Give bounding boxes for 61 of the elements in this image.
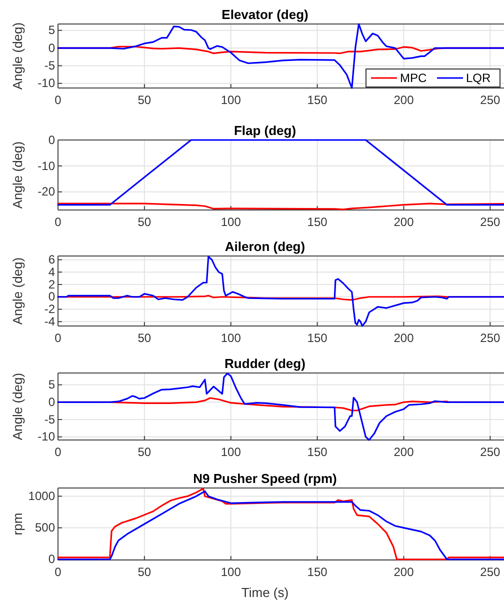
x-tick-label: 250 <box>480 215 501 230</box>
line-series <box>57 256 504 327</box>
y-tick-label: 0 <box>48 552 56 566</box>
y-tick-label: -10 <box>38 430 56 444</box>
x-tick-label: 200 <box>394 215 414 230</box>
chart-title: N9 Pusher Speed (rpm) <box>193 471 337 486</box>
y-tick-label: 0 <box>48 290 56 304</box>
y-axis-title: Angle (deg) <box>10 141 25 209</box>
x-tick-label: 100 <box>220 215 242 230</box>
x-tick-label: 150 <box>307 331 328 346</box>
x-axis-title: Time (s) <box>241 585 289 600</box>
x-tick-label: 250 <box>480 93 501 108</box>
x-tick-label: 200 <box>394 93 414 108</box>
x-tick-label: 200 <box>394 565 414 580</box>
x-tick-label: 250 <box>480 331 501 346</box>
x-tick-label: 50 <box>138 331 152 346</box>
x-tick-label: 200 <box>394 331 414 346</box>
y-tick-label: 4 <box>48 264 56 279</box>
x-tick-label: 50 <box>138 565 152 580</box>
line-series <box>57 23 504 89</box>
chart-title: Flap (deg) <box>234 123 296 138</box>
y-tick-label: 0 <box>48 40 56 55</box>
y-axis-title: Angle (deg) <box>10 22 25 90</box>
chart-title: Rudder (deg) <box>224 356 306 371</box>
y-axis-title: rpm <box>10 512 25 536</box>
y-tick-label: 1000 <box>28 489 56 504</box>
x-tick-label: 150 <box>307 215 328 230</box>
y-tick-label: 2 <box>48 277 56 292</box>
x-tick-label: 50 <box>138 93 152 108</box>
y-tick-label: 0 <box>48 132 56 147</box>
y-tick-label: 5 <box>48 23 56 38</box>
y-tick-label: 5 <box>48 378 56 392</box>
x-tick-label: 100 <box>220 331 242 346</box>
legend-label: LQR <box>466 71 492 85</box>
x-tick-label: 100 <box>220 445 242 460</box>
y-tick-label: -10 <box>38 76 56 90</box>
x-tick-label: 150 <box>307 93 328 108</box>
x-tick-label: 200 <box>394 445 414 460</box>
chart-title: Aileron (deg) <box>224 239 306 254</box>
y-tick-label: 6 <box>48 252 56 267</box>
legend-label: MPC <box>400 71 427 85</box>
y-tick-label: -4 <box>44 314 56 329</box>
x-tick-label: 50 <box>138 445 152 460</box>
y-tick-label: -20 <box>38 184 56 199</box>
y-tick-label: -2 <box>44 302 56 316</box>
y-tick-label: -5 <box>44 58 56 73</box>
y-tick-label: 500 <box>34 520 56 535</box>
x-tick-label: 50 <box>138 215 152 230</box>
x-tick-label: 100 <box>220 93 242 108</box>
y-tick-label: 0 <box>48 395 56 409</box>
line-series <box>57 372 504 441</box>
chart-title: Elevator (deg) <box>222 7 308 22</box>
y-axis-title: Angle (deg) <box>10 257 25 325</box>
y-tick-label: -10 <box>38 158 56 173</box>
y-tick-label: -5 <box>44 412 56 426</box>
x-tick-label: 250 <box>480 445 501 460</box>
x-tick-label: 250 <box>480 565 501 580</box>
x-tick-label: 100 <box>220 565 242 580</box>
y-axis-title: Angle (deg) <box>10 372 25 440</box>
x-tick-label: 150 <box>307 445 328 460</box>
x-tick-label: 150 <box>307 565 328 580</box>
